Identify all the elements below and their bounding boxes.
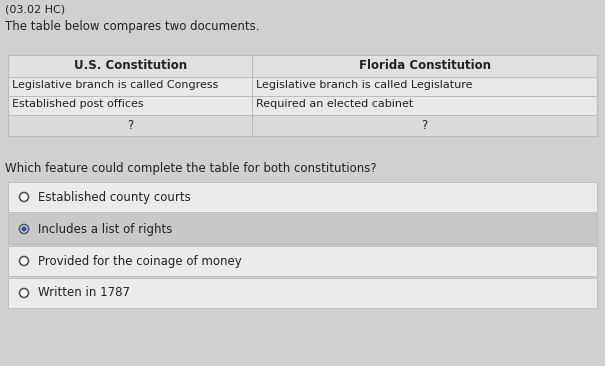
- Text: U.S. Constitution: U.S. Constitution: [74, 59, 187, 72]
- FancyBboxPatch shape: [8, 55, 597, 136]
- FancyBboxPatch shape: [8, 278, 597, 308]
- Text: Includes a list of rights: Includes a list of rights: [38, 223, 172, 235]
- FancyBboxPatch shape: [8, 115, 597, 136]
- Circle shape: [19, 288, 28, 298]
- Circle shape: [19, 224, 28, 234]
- FancyBboxPatch shape: [8, 55, 597, 77]
- Text: Established county courts: Established county courts: [38, 190, 191, 203]
- Circle shape: [21, 226, 27, 232]
- Text: Legislative branch is called Legislature: Legislative branch is called Legislature: [257, 80, 473, 90]
- Text: The table below compares two documents.: The table below compares two documents.: [5, 20, 260, 33]
- FancyBboxPatch shape: [8, 182, 597, 212]
- Text: ?: ?: [422, 119, 428, 132]
- Text: Legislative branch is called Congress: Legislative branch is called Congress: [12, 80, 218, 90]
- Text: Established post offices: Established post offices: [12, 99, 143, 109]
- Text: Required an elected cabinet: Required an elected cabinet: [257, 99, 414, 109]
- Text: Which feature could complete the table for both constitutions?: Which feature could complete the table f…: [5, 162, 377, 175]
- Text: Florida Constitution: Florida Constitution: [359, 59, 491, 72]
- FancyBboxPatch shape: [8, 214, 597, 244]
- Text: ?: ?: [127, 119, 133, 132]
- Text: Written in 1787: Written in 1787: [38, 287, 130, 299]
- Circle shape: [19, 193, 28, 202]
- Text: (03.02 HC): (03.02 HC): [5, 5, 65, 15]
- Circle shape: [19, 257, 28, 265]
- Text: Provided for the coinage of money: Provided for the coinage of money: [38, 254, 242, 268]
- FancyBboxPatch shape: [8, 246, 597, 276]
